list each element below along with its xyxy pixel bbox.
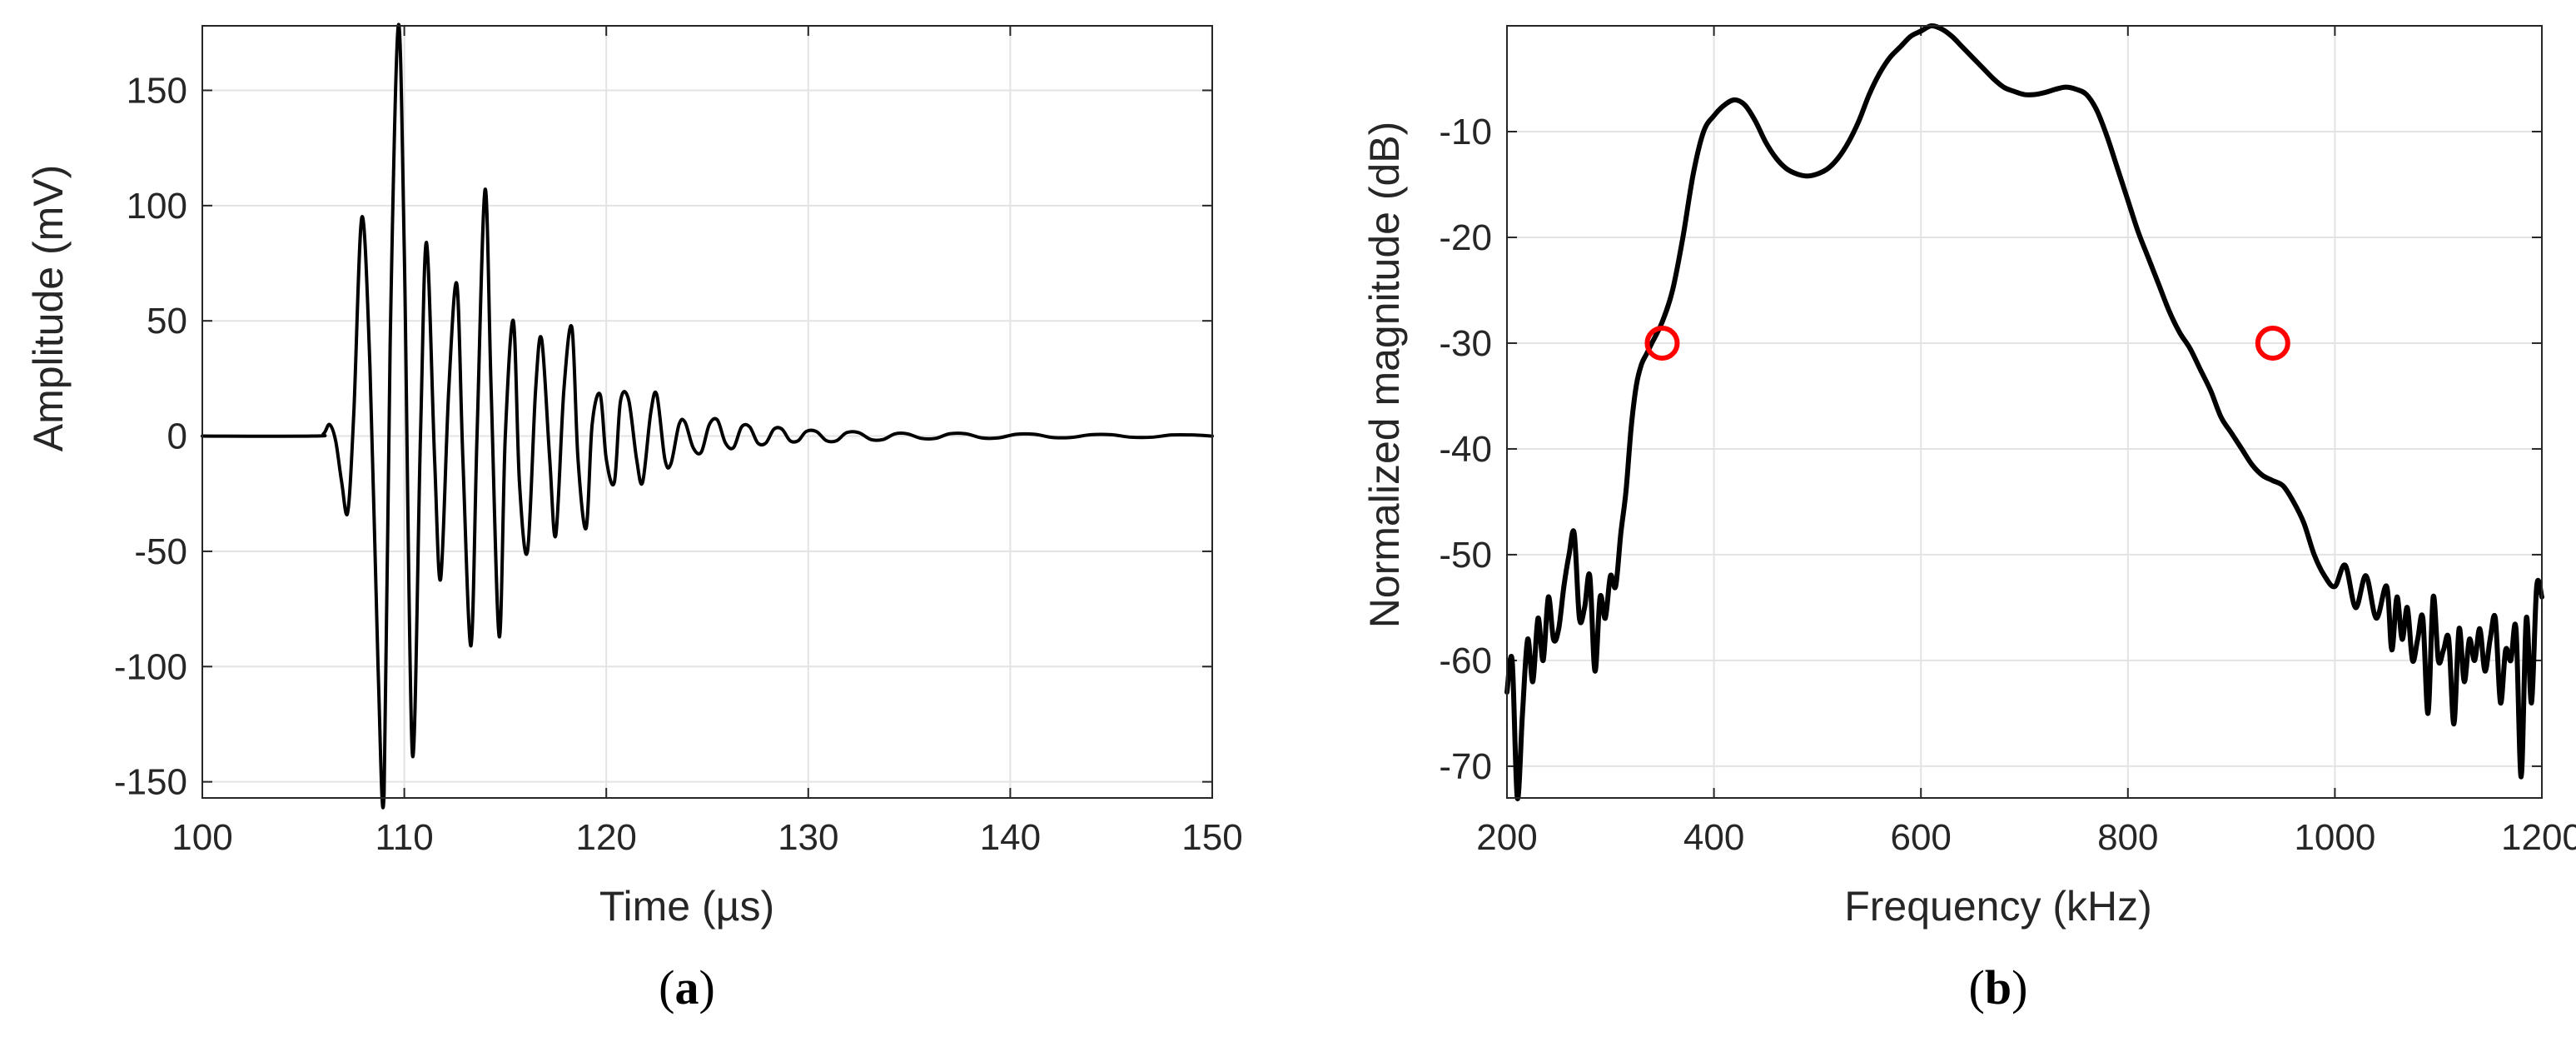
x-tick-label: 100: [172, 817, 232, 858]
x-tick-label: 1200: [2501, 817, 2576, 858]
x-tick-label: 120: [575, 817, 636, 858]
grid-lines: [1507, 26, 2542, 798]
y-tick-label: -50: [134, 531, 187, 572]
x-tick-label: 1000: [2294, 817, 2375, 858]
y-axis-label: Normalized magnitude (dB): [1361, 122, 1408, 629]
bandwidth-markers: [1644, 325, 2290, 361]
axis-ticks: [1506, 26, 2543, 798]
panel-letter: b: [1985, 960, 2012, 1015]
plot-area-frame: [1506, 25, 2543, 799]
amplitude-time-chart: 100 110 120 130 140 150 -150-100-50050100150 …: [25, 22, 1243, 1015]
x-axis-label: Frequency (kHz): [1844, 883, 2152, 930]
y-tick-label: -100: [114, 646, 187, 687]
x-tick-label: 130: [778, 817, 838, 858]
bandwidth-marker: [1644, 325, 1680, 361]
x-tick-label: 150: [1181, 817, 1242, 858]
spectrum-line: [1504, 22, 2544, 801]
panel-label-a: (a): [659, 960, 715, 1015]
y-tick-label: -40: [1439, 429, 1492, 470]
plot-area-frame: [201, 25, 1213, 799]
x-tick-labels: 100 110 120 130 140 150: [172, 817, 1242, 858]
y-tick-label: -150: [114, 762, 187, 803]
grid-lines: [202, 26, 1212, 798]
y-tick-label: 0: [167, 416, 187, 457]
y-tick-label: -60: [1439, 641, 1492, 681]
waveform-line: [201, 22, 1214, 810]
x-tick-label: 110: [375, 817, 434, 858]
bandwidth-marker: [2255, 325, 2290, 361]
y-tick-label: -10: [1439, 112, 1492, 152]
x-tick-label: 140: [980, 817, 1041, 858]
y-tick-label: 100: [127, 186, 187, 227]
y-tick-label: -50: [1439, 535, 1492, 576]
x-tick-label: 400: [1683, 817, 1744, 858]
x-axis-label: Time (µs): [599, 883, 774, 930]
panel-label-b: (b): [1969, 960, 2028, 1015]
x-tick-label: 600: [1890, 817, 1951, 858]
x-tick-labels: 200 400 600 800 1000 1200: [1476, 817, 2576, 858]
y-tick-label: -20: [1439, 217, 1492, 258]
y-tick-label: 50: [147, 301, 187, 342]
spectrum-chart: 200 400 600 800 1000 1200 -70-60-50-40-30-20-…: [1361, 22, 2576, 1015]
y-tick-labels: -150 -100 -50 0 50 100 150: [114, 70, 187, 802]
panel-letter: a: [675, 960, 699, 1015]
x-tick-label: 200: [1476, 817, 1537, 858]
y-axis-label: Amplitude (mV): [25, 165, 72, 452]
y-tick-label: -30: [1439, 323, 1492, 364]
y-tick-label: -70: [1439, 746, 1492, 787]
y-tick-label: 150: [127, 70, 187, 111]
y-tick-labels: -70 -60 -50 -40 -30 -20 -10: [1439, 112, 1492, 787]
x-tick-label: 800: [2097, 817, 2158, 858]
